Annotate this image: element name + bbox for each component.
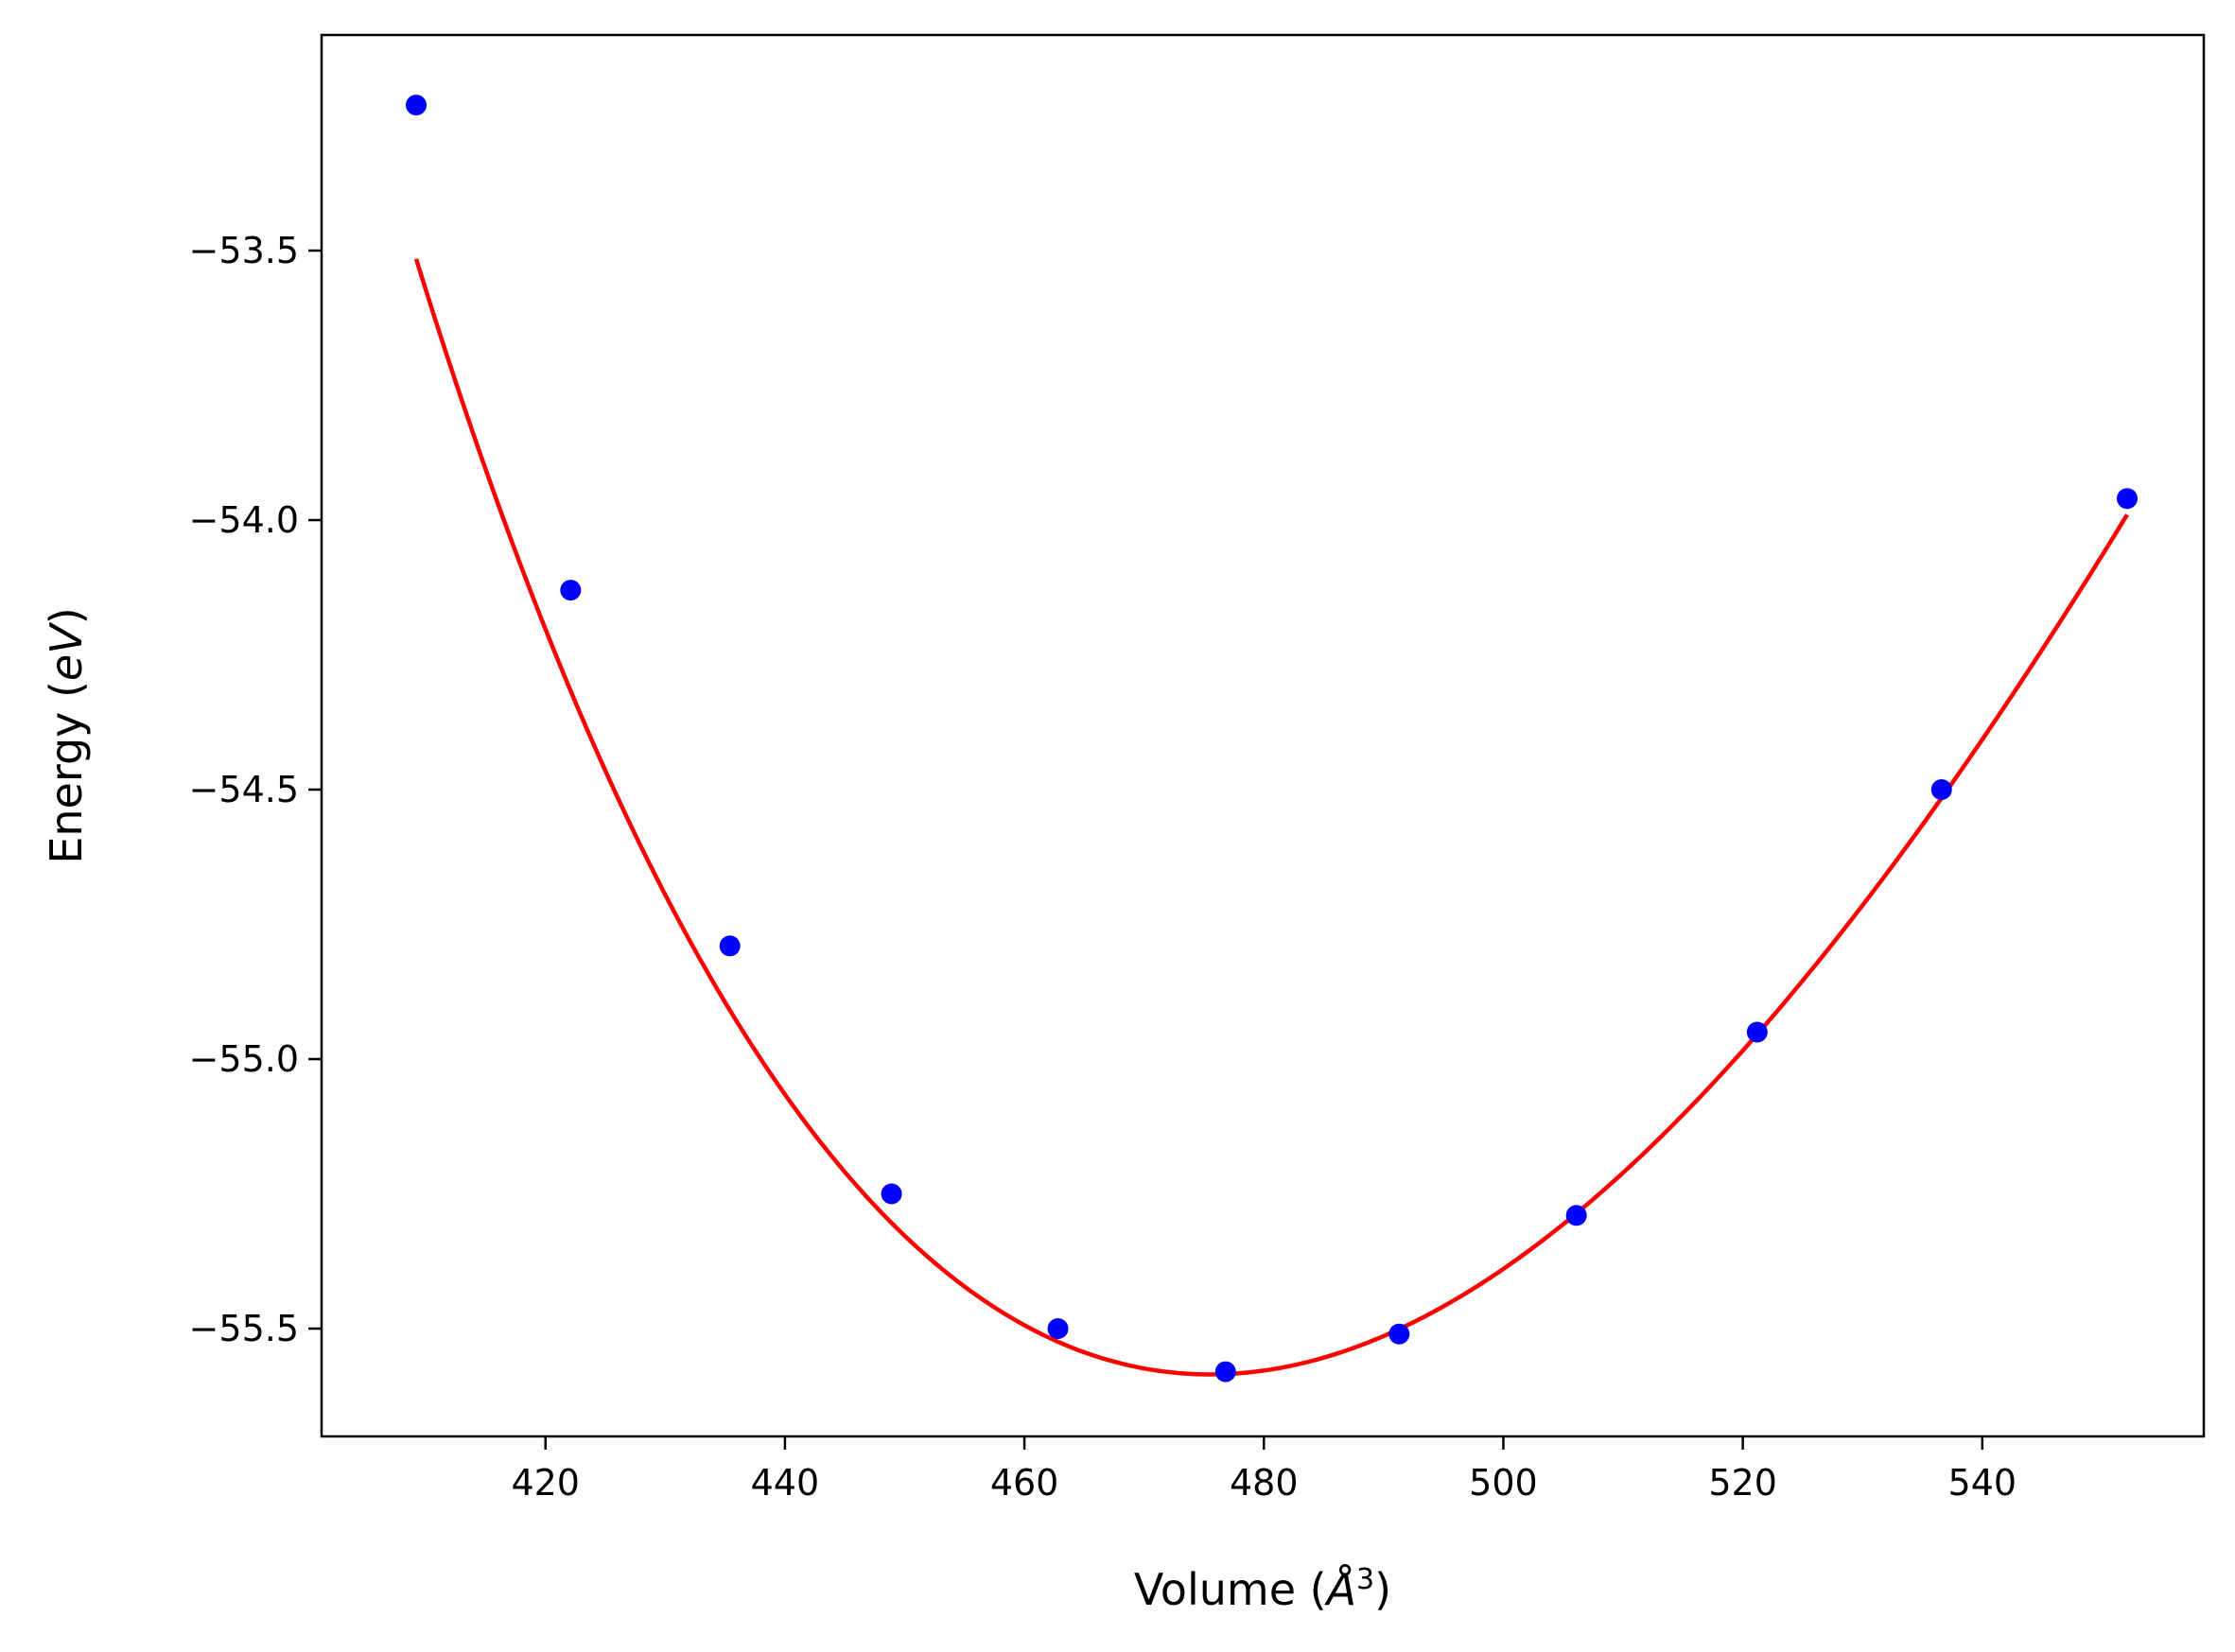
x-axis-ticks: 420 440 460 480 500 520 540 — [511, 1436, 2017, 1504]
data-point — [881, 1183, 902, 1205]
x-tick-label: 540 — [1948, 1462, 2017, 1504]
data-point — [1047, 1318, 1069, 1339]
y-tick-label: −54.5 — [189, 769, 299, 810]
data-point — [406, 95, 428, 116]
x-axis-label: Volume (Å3) — [1134, 1563, 1391, 1616]
x-tick-label: 440 — [751, 1462, 820, 1504]
plot-area — [406, 95, 2138, 1382]
y-axis-ticks: −53.5 −54.0 −54.5 −55.0 −55.5 — [189, 230, 322, 1349]
y-tick-label: −55.5 — [189, 1308, 299, 1349]
x-tick-label: 520 — [1708, 1462, 1777, 1504]
data-point — [2116, 488, 2138, 510]
data-point — [1746, 1021, 1768, 1043]
x-tick-label: 480 — [1230, 1462, 1299, 1504]
fit-curve — [413, 258, 2129, 1377]
y-tick-label: −54.0 — [189, 499, 299, 541]
x-tick-label: 420 — [511, 1462, 580, 1504]
data-point — [1388, 1323, 1410, 1345]
y-tick-label: −53.5 — [189, 230, 299, 271]
data-point — [560, 580, 582, 601]
data-point — [719, 935, 741, 957]
y-axis-label: Energy (eV) — [41, 607, 92, 863]
data-point — [1930, 779, 1952, 800]
x-tick-label: 460 — [990, 1462, 1059, 1504]
x-tick-label: 500 — [1469, 1462, 1538, 1504]
data-point — [1214, 1361, 1236, 1382]
axes-frame — [320, 33, 2206, 1438]
y-tick-label: −55.0 — [189, 1038, 299, 1080]
data-point — [1565, 1205, 1587, 1226]
